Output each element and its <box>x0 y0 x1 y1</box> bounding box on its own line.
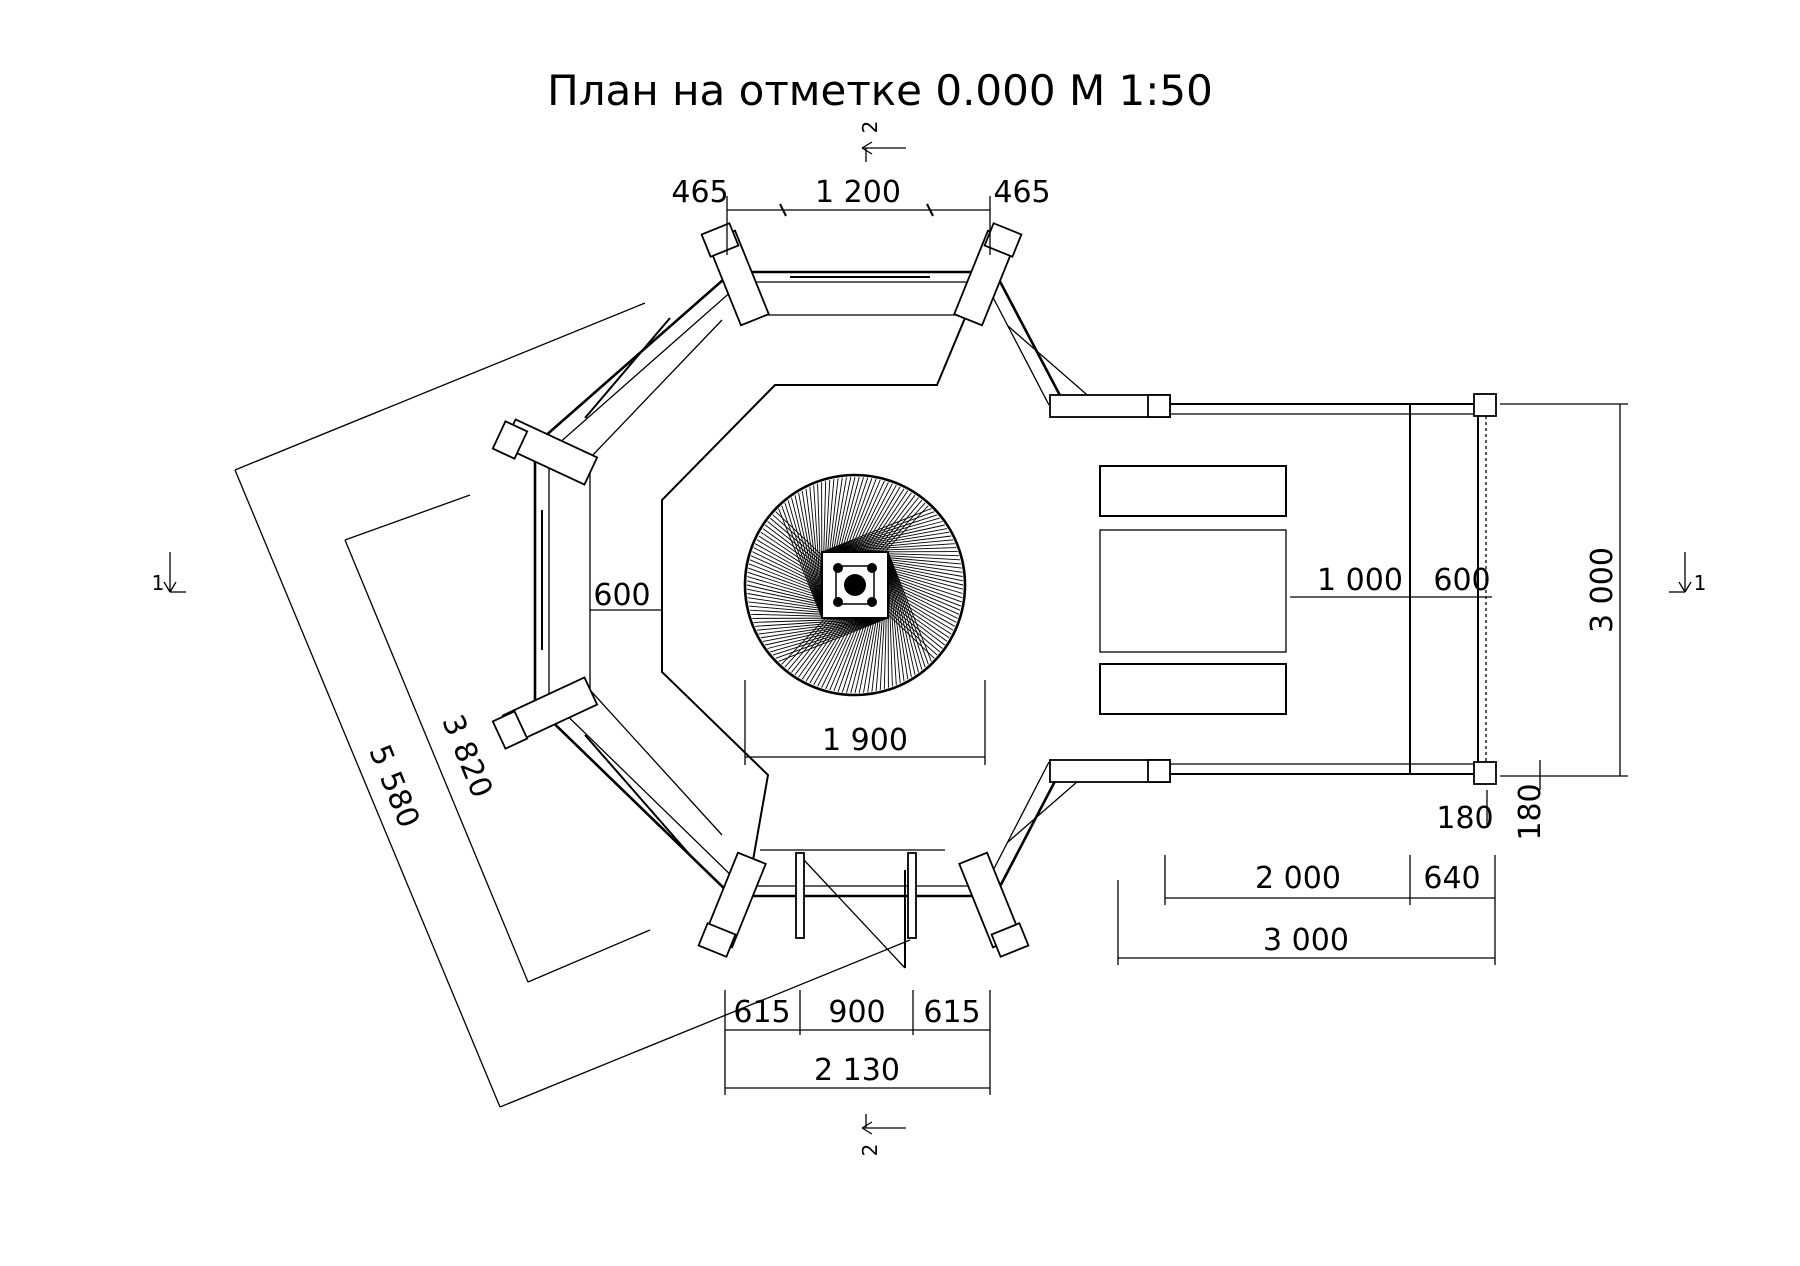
dim-door-left: 615 <box>733 995 790 1030</box>
dim-porch-main: 2 000 <box>1255 861 1341 896</box>
section-markers <box>163 141 1692 1135</box>
diagonal-dimensions <box>234 302 911 1108</box>
dim-door-right: 615 <box>923 995 980 1030</box>
section-mark-left: 1 <box>152 571 165 595</box>
section-mark-top: 2 <box>858 121 882 134</box>
dim-post-depth: 180 <box>1513 783 1548 840</box>
plan-title: План на отметке 0.000 М 1:50 <box>547 66 1213 115</box>
dim-fireplace: 1 900 <box>822 723 908 758</box>
dim-inner-left: 600 <box>593 578 650 613</box>
dim-top-center: 1 200 <box>815 175 901 210</box>
table <box>1099 529 1287 653</box>
dim-top-left: 465 <box>671 175 728 210</box>
octagon-outer-wall <box>533 270 1067 898</box>
bench-bottom <box>1099 663 1287 715</box>
dim-bench: 1 000 <box>1317 563 1403 598</box>
dim-door-total: 2 130 <box>814 1053 900 1088</box>
dim-porch-extra: 640 <box>1423 861 1480 896</box>
dim-diag-outer: 5 580 <box>361 740 426 833</box>
dim-post-width: 180 <box>1436 801 1493 836</box>
dim-door-center: 900 <box>828 995 885 1030</box>
dim-porch-total: 3 000 <box>1263 923 1349 958</box>
dim-side-height: 3 000 <box>1585 547 1620 633</box>
dim-top-right: 465 <box>993 175 1050 210</box>
door <box>795 852 917 969</box>
section-mark-bottom: 2 <box>858 1144 882 1157</box>
linear-dimensions <box>590 196 1628 1095</box>
bench-top <box>1099 465 1287 517</box>
octagon-posts <box>491 222 1030 958</box>
porch <box>1049 393 1497 785</box>
section-mark-right: 1 <box>1694 571 1707 595</box>
dim-porch-depth: 600 <box>1433 563 1490 598</box>
dim-diag-inner: 3 820 <box>434 710 499 803</box>
fireplace <box>743 473 967 697</box>
